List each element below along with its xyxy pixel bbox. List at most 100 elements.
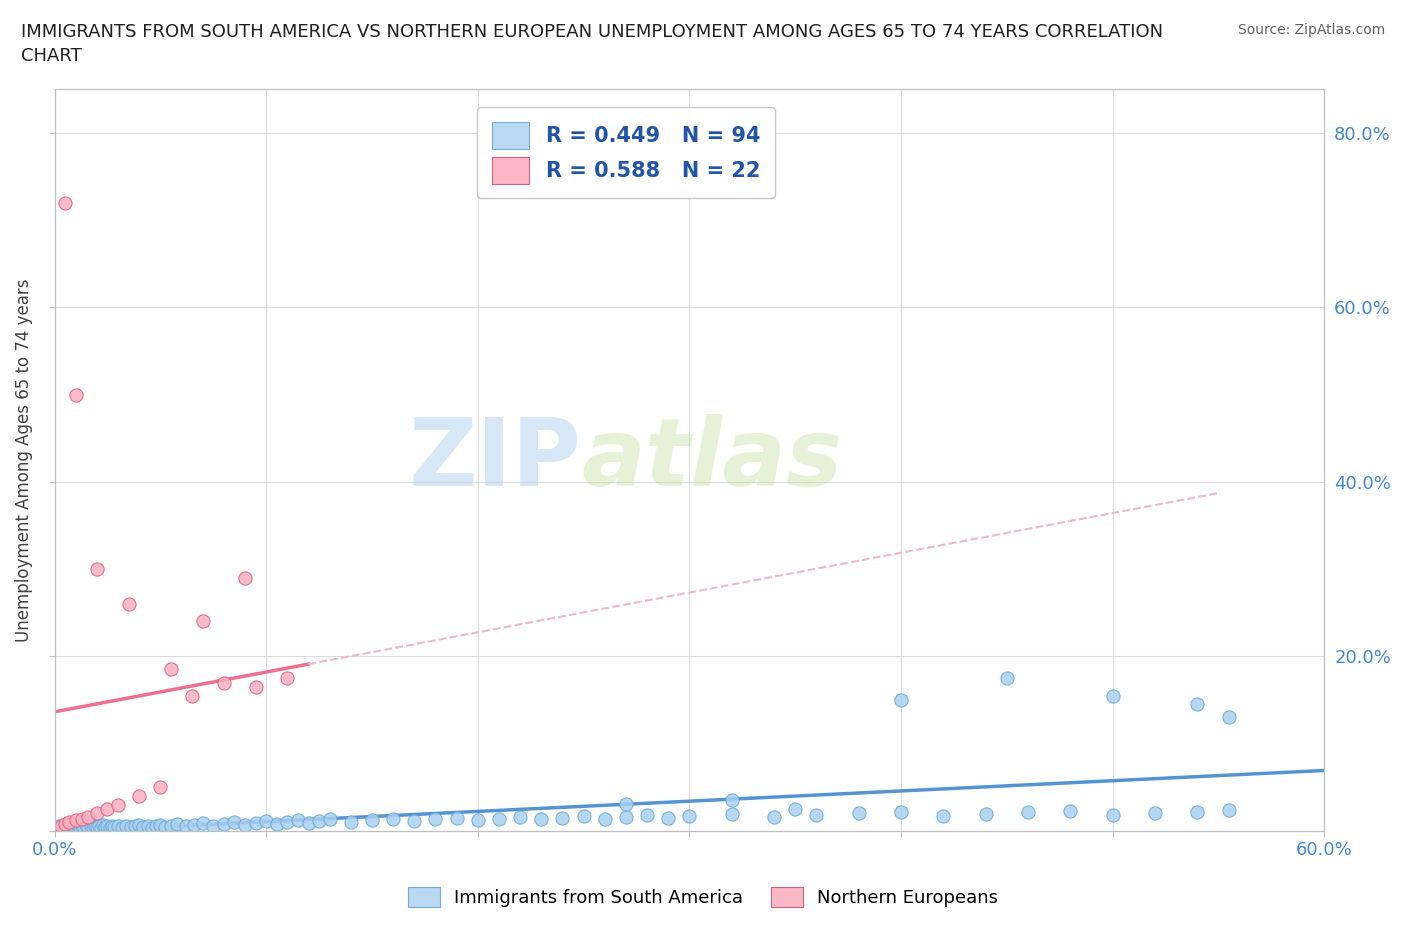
Point — [212, 817, 235, 831]
Point — [53, 195, 76, 210]
Point — [52, 820, 75, 835]
Text: atlas: atlas — [582, 414, 842, 506]
Point — [212, 675, 235, 690]
Point — [266, 817, 288, 831]
Point — [66, 818, 89, 833]
Point — [62, 820, 84, 835]
Point — [308, 814, 330, 829]
Legend: Immigrants from South America, Northern Europeans: Immigrants from South America, Northern … — [398, 878, 1008, 916]
Point — [191, 816, 214, 830]
Point — [77, 809, 100, 824]
Text: IMMIGRANTS FROM SOUTH AMERICA VS NORTHERN EUROPEAN UNEMPLOYMENT AMONG AGES 65 TO: IMMIGRANTS FROM SOUTH AMERICA VS NORTHER… — [21, 23, 1163, 65]
Point — [382, 811, 405, 826]
Point — [276, 671, 298, 685]
Point — [614, 809, 637, 824]
Point — [1218, 710, 1240, 724]
Point — [1218, 803, 1240, 817]
Point — [318, 812, 340, 827]
Point — [107, 819, 129, 834]
Point — [174, 819, 197, 834]
Point — [1101, 688, 1123, 703]
Point — [488, 811, 510, 826]
Point — [79, 819, 101, 834]
Point — [107, 797, 129, 812]
Point — [233, 570, 256, 585]
Point — [245, 816, 267, 830]
Point — [100, 818, 122, 833]
Point — [132, 820, 155, 835]
Point — [56, 818, 79, 833]
Point — [636, 807, 658, 822]
Point — [141, 821, 163, 836]
Point — [111, 821, 134, 836]
Point — [657, 810, 679, 825]
Point — [509, 809, 531, 824]
Point — [153, 820, 176, 835]
Point — [98, 821, 121, 836]
Point — [82, 821, 104, 836]
Point — [467, 813, 489, 828]
Point — [65, 821, 87, 836]
Point — [678, 808, 700, 823]
Point — [70, 811, 93, 826]
Point — [1059, 804, 1081, 818]
Point — [160, 662, 183, 677]
Point — [806, 807, 828, 822]
Text: ZIP: ZIP — [409, 414, 582, 506]
Point — [60, 819, 83, 834]
Point — [65, 387, 87, 402]
Point — [425, 812, 447, 827]
Point — [1187, 697, 1209, 711]
Point — [848, 806, 870, 821]
Point — [149, 817, 172, 832]
Point — [614, 796, 637, 811]
Y-axis label: Unemployment Among Ages 65 to 74 years: Unemployment Among Ages 65 to 74 years — [15, 278, 32, 642]
Point — [58, 815, 80, 830]
Point — [94, 820, 117, 835]
Legend: R = 0.449   N = 94, R = 0.588   N = 22: R = 0.449 N = 94, R = 0.588 N = 22 — [477, 107, 775, 198]
Point — [233, 817, 256, 832]
Point — [87, 819, 110, 834]
Point — [145, 819, 167, 834]
Point — [183, 817, 205, 832]
Point — [77, 820, 100, 835]
Point — [1187, 804, 1209, 819]
Point — [136, 818, 159, 833]
Point — [245, 680, 267, 695]
Point — [83, 818, 105, 833]
Point — [53, 821, 76, 836]
Point — [720, 806, 742, 821]
Point — [49, 821, 72, 836]
Point — [75, 817, 97, 832]
Point — [297, 816, 319, 830]
Point — [572, 808, 595, 823]
Point — [53, 817, 76, 831]
Point — [86, 562, 108, 577]
Point — [181, 688, 204, 703]
Point — [86, 820, 108, 835]
Point — [551, 810, 574, 825]
Point — [890, 693, 912, 708]
Point — [974, 806, 997, 821]
Point — [70, 819, 93, 834]
Point — [1101, 807, 1123, 822]
Point — [115, 818, 138, 833]
Point — [69, 820, 91, 835]
Point — [446, 810, 468, 825]
Point — [785, 802, 807, 817]
Point — [361, 813, 384, 828]
Point — [120, 820, 142, 835]
Text: Source: ZipAtlas.com: Source: ZipAtlas.com — [1237, 23, 1385, 37]
Point — [224, 815, 246, 830]
Point — [202, 818, 225, 833]
Point — [49, 819, 72, 834]
Point — [890, 804, 912, 819]
Point — [90, 821, 112, 836]
Point — [995, 671, 1018, 685]
Point — [340, 815, 363, 830]
Point — [530, 812, 553, 827]
Point — [763, 809, 786, 824]
Point — [117, 596, 139, 611]
Point — [160, 818, 183, 833]
Point — [73, 821, 96, 836]
